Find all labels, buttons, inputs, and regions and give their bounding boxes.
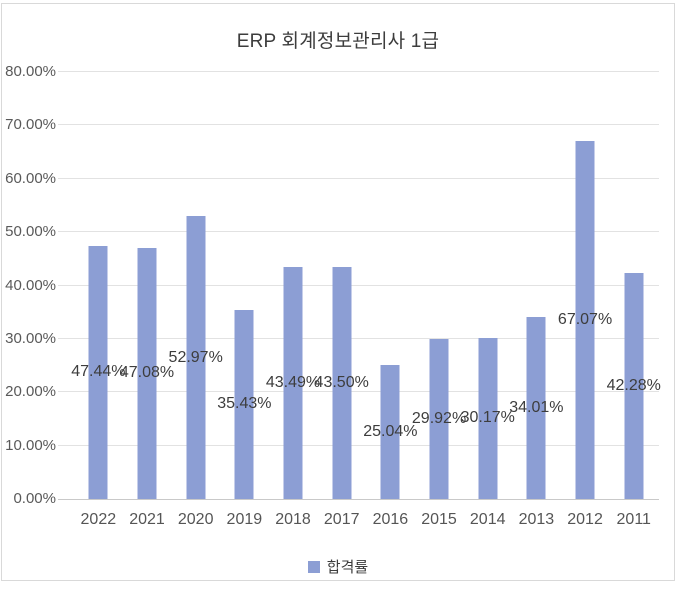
legend-label: 합격률: [326, 559, 369, 576]
gridline: [58, 337, 659, 339]
x-tick-label-2022: 2022: [80, 511, 117, 528]
y-tick-label: 60.00%: [5, 169, 56, 187]
bar-slot: 43.49%: [265, 72, 321, 499]
bar-value-label: 34.01%: [509, 399, 564, 417]
bar-value-label: 47.08%: [119, 364, 175, 382]
bar-value-label: 25.04%: [363, 423, 418, 441]
bar-2022: [88, 245, 108, 499]
bars-row: 47.44% 47.08% 52.97% 35.43% 43.49% 43.50% 25.0…: [71, 72, 661, 499]
x-tick-label-2018: 2018: [275, 511, 311, 528]
bar-slot: 67.07%: [557, 72, 613, 499]
x-tick-label-2017: 2017: [323, 511, 360, 528]
bar-2021: [137, 247, 157, 499]
bar-value-label: 67.07%: [557, 311, 613, 329]
bar-value-label: 29.92%: [411, 410, 467, 428]
legend: 합격률: [2, 556, 674, 577]
x-axis-labels: 2022 2021 2020 2019 2018 2017 2016 2015 2014 2013…: [74, 511, 658, 529]
bar-slot: 52.97%: [168, 72, 223, 499]
x-tick-label-2014: 2014: [469, 511, 506, 528]
y-tick-label: 80.00%: [5, 63, 56, 80]
bar-2018: [283, 266, 303, 499]
gridline: [58, 391, 659, 393]
y-tick-label: 40.00%: [5, 276, 56, 294]
bar-slot: 34.01%: [509, 72, 564, 499]
bar-2015: [429, 339, 449, 499]
x-tick-label-2013: 2013: [518, 511, 555, 528]
x-tick-label-2011: 2011: [616, 511, 651, 528]
x-tick-label-2016: 2016: [372, 511, 409, 528]
bar-value-label: 43.50%: [314, 373, 369, 391]
plot-area: 47.44% 47.08% 52.97% 35.43% 43.49% 43.50% 25.0…: [58, 71, 661, 500]
bar-2013: [526, 317, 546, 499]
y-tick-label: 10.00%: [5, 436, 56, 454]
gridline: [58, 177, 659, 179]
x-axis-baseline: [58, 499, 659, 500]
gridline: [58, 284, 659, 286]
bar-value-label: 52.97%: [168, 348, 223, 366]
gridline: [58, 231, 659, 233]
bar-slot: 43.50%: [314, 72, 369, 499]
legend-marker-icon: [307, 560, 320, 573]
bar-value-label: 30.17%: [460, 409, 515, 427]
bar-value-label: 43.49%: [265, 373, 321, 391]
gridline: [58, 71, 659, 72]
bar-slot: 29.92%: [411, 72, 467, 499]
bar-slot: 25.04%: [363, 72, 418, 499]
bar-value-label: 35.43%: [217, 395, 272, 413]
chart-widget: ERP 회계정보관리사 1급 47.44% 47.08% 52.97% 35.43% 4…: [1, 3, 675, 581]
y-tick-label: 30.00%: [5, 329, 56, 347]
bar-value-label: 47.44%: [71, 363, 126, 381]
x-tick-label-2019: 2019: [226, 511, 263, 528]
bar-slot: 42.28%: [606, 72, 661, 499]
bar-slot: 30.17%: [460, 72, 515, 499]
y-tick-label: 50.00%: [5, 223, 56, 241]
x-tick-label-2015: 2015: [421, 511, 457, 528]
y-tick-label: 0.00%: [13, 490, 56, 507]
bar-2020: [186, 216, 206, 499]
bar-slot: 47.44%: [71, 72, 126, 499]
bar-2011: [624, 273, 644, 499]
bar-2016: [380, 365, 400, 499]
y-tick-label: 70.00%: [5, 116, 56, 134]
bar-slot: 35.43%: [217, 72, 272, 499]
bar-slot: 47.08%: [119, 72, 175, 499]
gridline: [58, 124, 659, 126]
bar-2019: [234, 309, 254, 499]
y-tick-label: 20.00%: [5, 383, 56, 401]
bar-2017: [332, 266, 352, 499]
x-tick-label-2012: 2012: [567, 511, 603, 528]
bar-2014: [478, 337, 498, 499]
gridline: [58, 444, 659, 446]
chart-title: ERP 회계정보관리사 1급: [236, 31, 440, 52]
bar-value-label: 42.28%: [606, 377, 661, 395]
x-tick-label-2021: 2021: [129, 511, 165, 528]
x-tick-label-2020: 2020: [177, 511, 214, 528]
bar-2012: [575, 141, 595, 499]
